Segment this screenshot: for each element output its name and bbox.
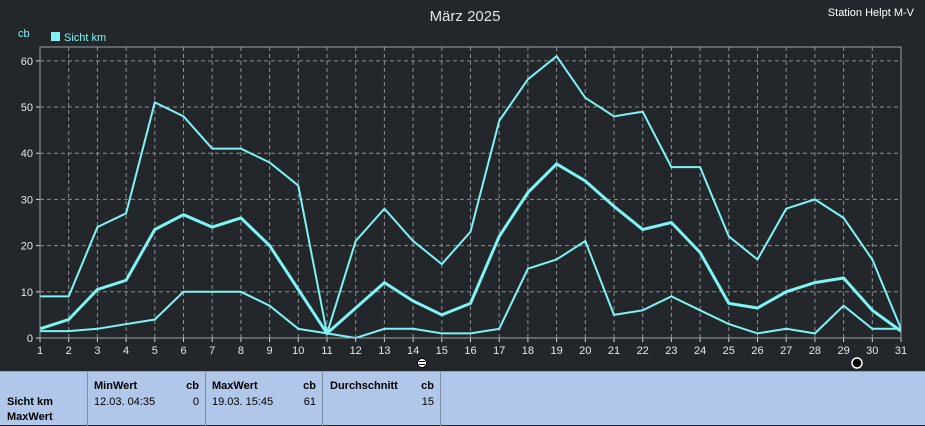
avg-unit: cb	[421, 380, 434, 392]
y-tick-label: 20	[21, 241, 33, 253]
x-axis-ticks: 1 2 3 4 5 6 7 8 9 10 11 12 13 14 15 16 17 18 19 20 21 22 23 24 2…	[37, 338, 907, 357]
min-header: MinWert	[94, 380, 138, 392]
x-tick-label: 3	[94, 345, 100, 357]
x-tick-label: 31	[895, 345, 907, 357]
x-tick-label: 7	[209, 345, 215, 357]
x-tick-label: 15	[436, 345, 448, 357]
x-tick-label: 20	[579, 345, 591, 357]
max-value: 61	[303, 396, 316, 408]
x-tick-label: 9	[267, 345, 273, 357]
x-tick-label: 28	[809, 345, 821, 357]
y-tick-label: 0	[27, 333, 33, 345]
x-tick-label: 1	[37, 345, 43, 357]
x-tick-label: 11	[321, 345, 332, 357]
summary-min-column: MinWert cb 12.03. 04:35 0	[88, 372, 206, 426]
series-lines	[39, 54, 902, 340]
y-axis-unit: cb	[18, 28, 30, 40]
fog-icon	[417, 358, 427, 368]
x-tick-label: 14	[407, 345, 419, 357]
x-tick-label: 29	[837, 345, 849, 357]
avg-value: 15	[421, 396, 434, 408]
x-tick-label: 12	[350, 345, 362, 357]
x-tick-label: 24	[694, 345, 706, 357]
y-tick-label: 10	[21, 287, 33, 299]
legend-swatch	[51, 32, 60, 41]
y-tick-label: 60	[21, 56, 33, 68]
summary-table: Sicht km MaxWert MinWert cb 12.03. 04:35…	[0, 371, 925, 426]
chart-svg: März 2025 Station Helpt M-V cb Sicht km …	[0, 0, 925, 371]
x-tick-label: 8	[238, 345, 244, 357]
series-line-max	[40, 54, 902, 334]
x-tick-label: 4	[123, 345, 129, 357]
y-axis-ticks: 0 10 20 30 40 50 60	[21, 56, 40, 345]
x-tick-label: 21	[608, 345, 620, 357]
legend-label: Sicht km	[64, 32, 106, 44]
max-unit: cb	[303, 380, 316, 392]
min-value: 0	[192, 396, 199, 408]
y-tick-label: 30	[21, 194, 33, 206]
min-unit: cb	[186, 380, 199, 392]
plot-border	[39, 46, 902, 339]
min-datetime: 12.03. 04:35	[94, 396, 156, 408]
summary-row-labels: Sicht km MaxWert	[0, 372, 88, 426]
x-tick-label: 26	[751, 345, 763, 357]
series-line-average	[39, 162, 902, 336]
row-label-maxwert: MaxWert	[7, 411, 53, 423]
summary-max-column: MaxWert cb 19.03. 15:45 61	[206, 372, 323, 426]
x-tick-label: 25	[723, 345, 735, 357]
y-tick-label: 50	[21, 102, 33, 114]
series-line-min	[40, 239, 901, 340]
x-tick-label: 27	[780, 345, 792, 357]
chart-background	[0, 0, 925, 371]
x-tick-label: 23	[665, 345, 677, 357]
x-tick-label: 16	[464, 345, 476, 357]
station-name: Station Helpt M-V	[828, 7, 915, 19]
x-tick-label: 30	[866, 345, 878, 357]
x-tick-label: 6	[180, 345, 186, 357]
moon-phase-icon	[851, 357, 863, 369]
max-datetime: 19.03. 15:45	[212, 396, 274, 408]
x-tick-label: 10	[292, 345, 304, 357]
x-tick-label: 19	[550, 345, 562, 357]
x-tick-label: 2	[66, 345, 72, 357]
avg-header: Durchschnitt	[330, 380, 398, 392]
x-tick-label: 13	[378, 345, 390, 357]
max-header: MaxWert	[212, 380, 258, 392]
x-tick-label: 5	[152, 345, 158, 357]
x-tick-label: 18	[522, 345, 534, 357]
x-tick-label: 17	[493, 345, 505, 357]
summary-average-column: Durchschnitt cb 15	[323, 372, 441, 426]
chart-title: März 2025	[430, 8, 501, 25]
x-tick-label: 22	[637, 345, 649, 357]
y-tick-label: 40	[21, 148, 33, 160]
row-label-series: Sicht km	[7, 396, 53, 408]
